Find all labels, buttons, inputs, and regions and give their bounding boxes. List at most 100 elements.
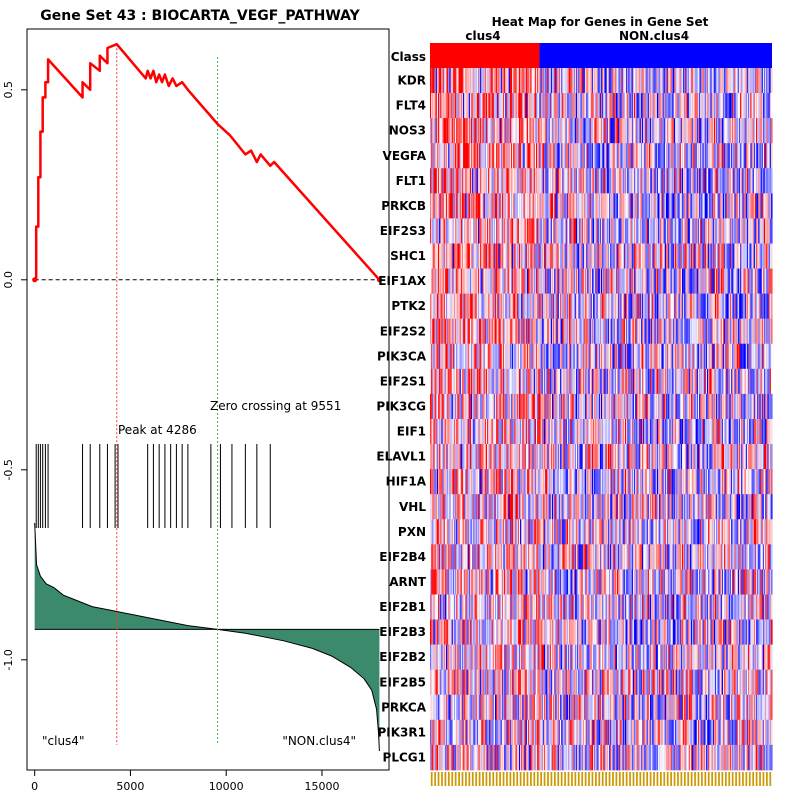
heatmap-cell: [506, 93, 509, 119]
heatmap-cell: [759, 68, 762, 94]
heatmap-cell: [719, 93, 722, 119]
heatmap-cell: [522, 93, 525, 119]
heatmap-cell: [606, 93, 609, 119]
heatmap-cell: [652, 118, 655, 144]
heatmap-cell: [758, 118, 761, 144]
heatmap-cell: [634, 118, 636, 144]
x-tick-label: 15000: [304, 780, 339, 793]
heatmap-cell: [629, 118, 632, 144]
heatmap-cell: [538, 68, 541, 94]
heatmap-cell: [614, 118, 617, 144]
heatmap-cell: [490, 93, 493, 119]
heatmap-cell: [735, 118, 738, 144]
heatmap-cell: [719, 118, 722, 144]
heatmap-cell: [700, 68, 702, 94]
heatmap-cell: [730, 118, 733, 144]
heatmap-cell: [634, 93, 636, 119]
heatmap-cell: [440, 93, 442, 119]
heatmap-cell: [499, 68, 502, 94]
heatmap-cell: [450, 93, 453, 119]
heatmap-cell: [686, 118, 689, 144]
heatmap-cell: [663, 68, 666, 94]
heatmap-cell: [556, 68, 559, 94]
heatmap-cell: [608, 93, 611, 119]
heatmap-cell: [459, 68, 462, 94]
heatmap-cell: [697, 68, 700, 94]
heatmap-cell: [687, 68, 690, 94]
heatmap-cell: [602, 118, 604, 144]
heatmap-cell: [435, 93, 438, 119]
heatmap-cell: [540, 68, 543, 94]
heatmap-cell: [491, 68, 494, 94]
heatmap-cell: [589, 93, 592, 119]
heatmap-cell: [643, 93, 645, 119]
heatmap-cell: [587, 118, 590, 144]
heatmap-cell: [759, 118, 762, 144]
heatmap-cell: [726, 93, 729, 119]
heatmap-cell: [450, 68, 453, 94]
heatmap-cell: [729, 93, 732, 119]
heatmap-cell: [606, 118, 609, 144]
heatmap-cell: [653, 68, 656, 94]
heatmap-cell: [536, 68, 538, 94]
heatmap-cell: [533, 93, 536, 119]
heatmap-cell: [530, 118, 533, 144]
heatmap-cell: [743, 68, 746, 94]
heatmap-cell: [659, 93, 661, 119]
zero-crossing-label: Zero crossing at 9551: [210, 399, 341, 413]
heatmap-cell: [620, 93, 623, 119]
heatmap-cell: [716, 118, 718, 144]
heatmap-cell: [549, 68, 552, 94]
heatmap-cell: [524, 118, 527, 144]
heatmap-cell: [619, 68, 621, 94]
heatmap-cell: [504, 118, 506, 144]
heatmap-cell: [507, 68, 510, 94]
heatmap-cell: [661, 93, 664, 119]
heatmap-cell: [679, 118, 682, 144]
heatmap-cell: [515, 93, 518, 119]
heatmap-cell: [570, 68, 572, 94]
heatmap-cell: [707, 68, 709, 94]
heatmap-cell: [469, 68, 472, 94]
gene-label: KDR: [398, 74, 427, 88]
heatmap-cell: [573, 118, 576, 144]
heatmap-cell: [505, 68, 507, 94]
heatmap-cell: [643, 68, 645, 94]
heatmap-cell: [614, 93, 617, 119]
heatmap-cell: [492, 118, 495, 144]
heatmap-cell: [725, 68, 727, 94]
heatmap-cell: [521, 93, 523, 119]
heatmap-cell: [545, 93, 547, 119]
heatmap-cell: [514, 68, 517, 94]
heatmap-cell: [598, 118, 601, 144]
heatmap-cell: [686, 68, 689, 94]
heatmap-cell: [490, 68, 493, 94]
heatmap-cell: [647, 118, 650, 144]
heatmap-cell: [770, 293, 773, 320]
heatmap-cell: [484, 93, 487, 119]
heatmap-cell: [640, 118, 643, 144]
heatmap-cell: [591, 118, 594, 144]
heatmap-cell: [720, 93, 723, 119]
heatmap-cell: [616, 118, 619, 144]
heatmap-cell: [442, 93, 445, 119]
heatmap-cell: [709, 68, 712, 94]
heatmap-cell: [646, 68, 649, 94]
heatmap-cell: [531, 118, 534, 144]
heatmap-cell: [713, 68, 716, 94]
heatmap-cell: [712, 118, 715, 144]
heatmap-cell: [578, 68, 580, 94]
heatmap-cell: [483, 118, 486, 144]
heatmap-cell: [713, 118, 716, 144]
heatmap-cell: [733, 118, 735, 144]
heatmap-cell: [436, 118, 439, 144]
heatmap-cell: [505, 118, 507, 144]
heatmap-cell: [726, 68, 729, 94]
enrichment-score-line: [34, 42, 381, 282]
heatmap-cell: [476, 118, 479, 144]
heatmap-cell: [695, 118, 698, 144]
heatmap-cell: [441, 118, 444, 144]
heatmap-cell: [580, 68, 583, 94]
heatmap-cell: [574, 68, 577, 94]
heatmap-cell: [500, 68, 503, 94]
